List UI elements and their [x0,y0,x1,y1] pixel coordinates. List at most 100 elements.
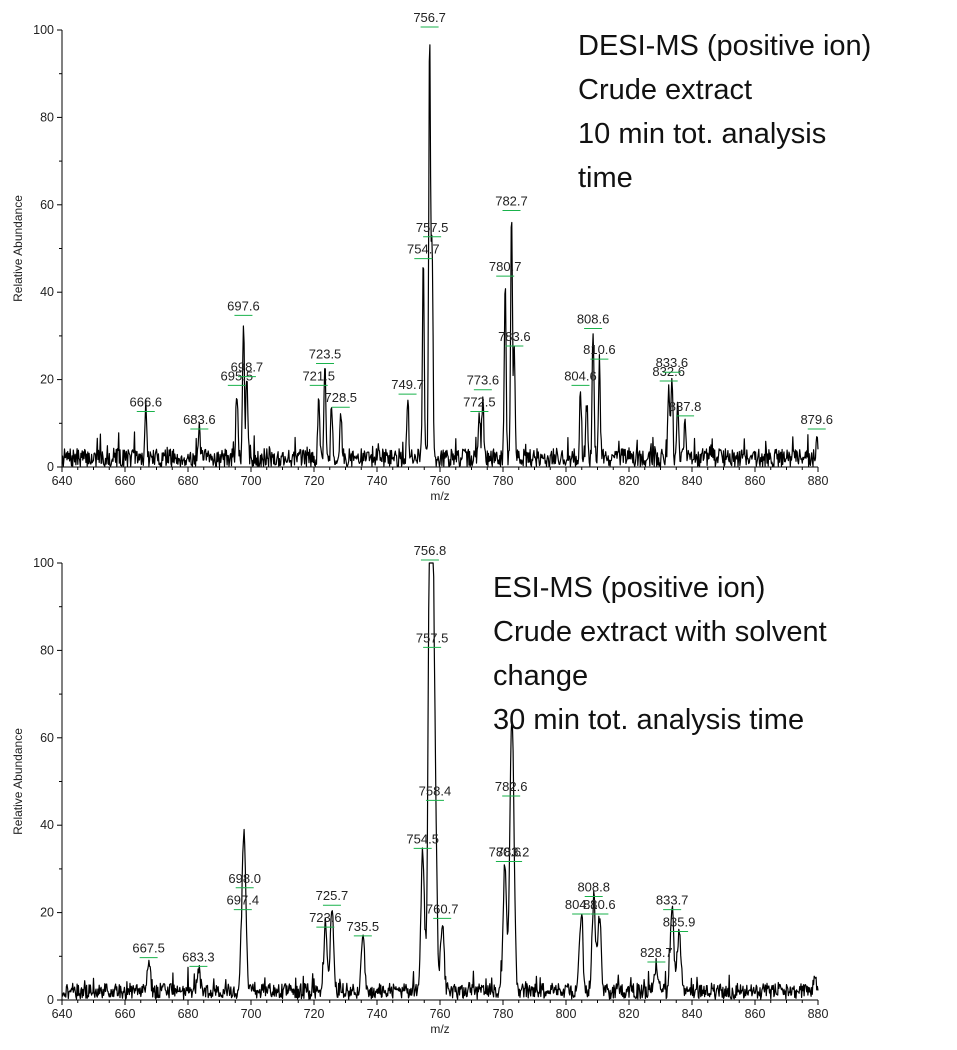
y-tick-label: 20 [40,373,54,387]
peak-label: 760.7 [426,901,459,916]
peak-label: 808.6 [577,312,610,327]
peak-label: 756.8 [414,543,447,558]
x-tick-label: 800 [556,474,577,488]
x-tick-label: 640 [52,474,73,488]
peak-label: 756.7 [413,10,446,25]
x-tick-label: 860 [745,1007,766,1021]
x-tick-label: 680 [178,1007,199,1021]
peak-label: 695.5 [221,368,254,383]
peak-label: 721.5 [302,368,335,383]
peak-label: 835.9 [663,914,696,929]
peak-label: 697.4 [227,893,260,908]
x-tick-label: 680 [178,474,199,488]
x-tick-label: 720 [304,474,325,488]
x-tick-label: 800 [556,1007,577,1021]
peak-label: 698.7 [231,360,264,375]
x-axis-title: m/z [430,489,449,503]
annotation-line: ESI-MS (positive ion) [493,572,765,604]
x-tick-label: 780 [493,474,514,488]
annotation-line: Crude extract [578,74,752,106]
peak-label: 783.6 [498,329,531,344]
x-axis-title: m/z [430,1022,449,1036]
spectrum-panel-1: 640 660 680 700 720 740 760 780 800 820 840 860 880 0… [11,10,871,503]
peak-label: 728.5 [325,390,358,405]
peak-label: 725.7 [316,888,349,903]
peak-label: 804.6 [564,368,597,383]
peak-label: 749.7 [391,377,424,392]
y-tick-label: 40 [40,818,54,832]
x-tick-label: 700 [241,474,262,488]
peak-label: 782.7 [495,194,528,209]
peak-label: 757.5 [416,220,449,235]
peak-label: 810.6 [583,342,616,357]
peak-label: 782.6 [495,779,528,794]
peak-label: 833.7 [656,893,689,908]
x-tick-label: 880 [808,1007,829,1021]
spectrum-panel-2: 640 660 680 700 720 740 760 780 800 820 840 860 880 0… [11,543,828,1036]
y-tick-label: 20 [40,906,54,920]
y-tick-label: 60 [40,198,54,212]
peak-label: 754.5 [406,831,439,846]
spectrum-trace [61,562,819,1000]
peak-label: 758.4 [419,783,452,798]
peak-label: 783.2 [497,845,530,860]
annotation-line: change [493,660,588,692]
y-tick-label: 80 [40,643,54,657]
x-tick-label: 880 [808,474,829,488]
x-tick-label: 780 [493,1007,514,1021]
peak-label: 666.6 [130,395,163,410]
x-tick-label: 760 [430,474,451,488]
peak-label: 754.7 [407,242,440,257]
y-tick-label: 100 [33,556,54,570]
peak-label: 837.8 [669,399,702,414]
annotation-line: Crude extract with solvent [493,616,827,648]
y-tick-label: 40 [40,285,54,299]
y-tick-label: 0 [47,460,54,474]
peak-label: 723.6 [309,910,342,925]
x-tick-label: 720 [304,1007,325,1021]
y-axis-title: Relative Abundance [11,728,25,835]
x-tick-label: 700 [241,1007,262,1021]
peak-label: 833.6 [656,355,689,370]
y-axis-title: Relative Abundance [11,195,25,302]
y-tick-label: 100 [33,23,54,37]
peak-label: 667.5 [132,941,165,956]
spectrum-trace [61,44,819,467]
peak-label: 683.6 [183,412,216,427]
annotation-line: DESI-MS (positive ion) [578,30,871,62]
annotation-line: 10 min tot. analysis [578,118,826,150]
peak-label: 697.6 [227,298,260,313]
peak-label: 780.6 [489,845,522,860]
x-tick-label: 660 [115,1007,136,1021]
x-tick-label: 660 [115,474,136,488]
annotation-line: time [578,162,633,194]
peak-label: 828.7 [640,945,673,960]
peak-label: 804.8 [565,897,598,912]
x-tick-label: 760 [430,1007,451,1021]
x-tick-label: 840 [682,474,703,488]
peak-label: 698.0 [228,871,261,886]
peak-label: 832.6 [652,364,685,379]
peak-label: 810.6 [583,897,616,912]
x-tick-label: 820 [619,474,640,488]
peak-label: 808.8 [577,879,610,894]
y-tick-label: 60 [40,731,54,745]
peak-label: 879.6 [800,412,833,427]
x-tick-label: 820 [619,1007,640,1021]
peak-label: 683.3 [182,949,215,964]
x-tick-label: 860 [745,474,766,488]
x-tick-label: 740 [367,1007,388,1021]
annotation-line: 30 min tot. analysis time [493,704,804,736]
y-tick-label: 0 [47,993,54,1007]
peak-label: 757.5 [416,630,449,645]
peak-label: 735.5 [347,919,380,934]
peak-label: 723.5 [309,346,342,361]
x-tick-label: 840 [682,1007,703,1021]
peak-label: 780.7 [489,259,522,274]
peak-label: 773.6 [467,373,500,388]
x-tick-label: 640 [52,1007,73,1021]
y-tick-label: 80 [40,110,54,124]
x-tick-label: 740 [367,474,388,488]
peak-label: 772.5 [463,395,496,410]
